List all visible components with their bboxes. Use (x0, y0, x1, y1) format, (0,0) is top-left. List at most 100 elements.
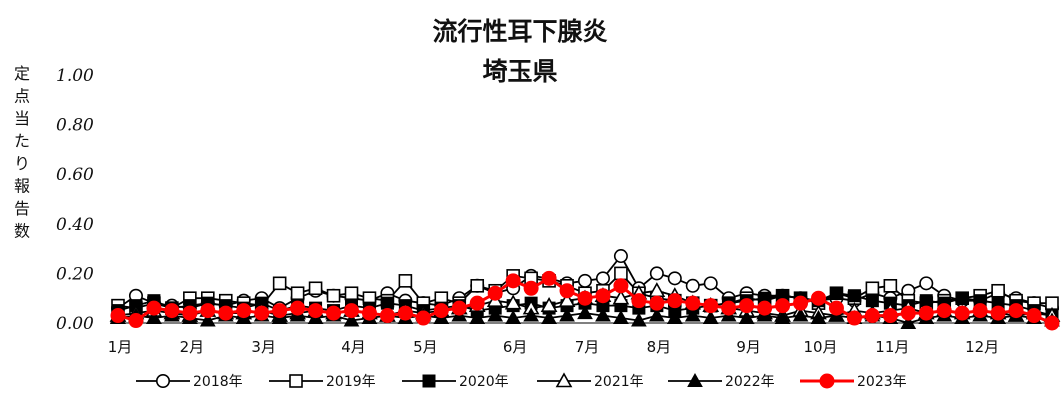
data-point (415, 310, 431, 326)
data-point (559, 283, 575, 299)
data-point (631, 293, 647, 309)
data-point (990, 305, 1006, 321)
data-point (775, 298, 791, 314)
data-point (811, 290, 826, 306)
x-tick-label: 9月 (736, 338, 761, 356)
data-point (290, 286, 305, 301)
data-point (146, 310, 162, 325)
legend-marker (422, 374, 436, 388)
x-tick-label: 2月 (180, 338, 205, 356)
y-axis-label-char: 点 (14, 87, 30, 106)
data-point (487, 307, 504, 322)
data-point (829, 286, 843, 300)
data-point (631, 312, 647, 327)
legend-label: 2023年 (857, 374, 907, 390)
x-tick-label: 7月 (575, 338, 600, 356)
data-point (864, 308, 880, 324)
legend-item: 2018年 (136, 373, 243, 390)
legend-label: 2022年 (725, 374, 775, 390)
data-point (254, 305, 270, 321)
x-tick-label: 6月 (503, 338, 528, 356)
data-point (505, 310, 522, 325)
data-point (919, 276, 934, 291)
y-tick-label: 0.00 (56, 314, 94, 334)
legend-item: 2022年 (668, 372, 775, 390)
chart-subtitle: 埼玉県 (482, 57, 557, 86)
x-tick-label: 4月 (341, 338, 366, 356)
x-axis: 1月 2月 3月 4月 5月 6月 7月 8月 9月 10月 11月 12月 (108, 322, 1056, 356)
data-point (128, 313, 144, 329)
data-point (558, 292, 576, 307)
data-point (523, 307, 539, 322)
legend-item: 2021年 (537, 372, 644, 390)
legend: 2018年 2019年 2020年 2021年 2022年 2023年 (136, 372, 907, 390)
data-point (918, 305, 934, 321)
data-point (828, 300, 844, 316)
data-point (308, 281, 323, 296)
legend-marker (819, 373, 835, 389)
legend-marker (555, 372, 573, 388)
y-tick-label: 0.20 (56, 264, 94, 284)
data-point (308, 303, 324, 319)
data-point (900, 305, 916, 321)
data-point (595, 307, 611, 322)
data-point (523, 280, 539, 296)
data-point (810, 310, 827, 325)
data-point (649, 295, 665, 311)
data-point (541, 310, 557, 325)
data-point (900, 314, 917, 329)
data-point (738, 310, 755, 325)
series-group (109, 249, 1061, 331)
data-point (648, 282, 666, 298)
y-tick-label: 0.80 (56, 116, 94, 136)
y-axis-label-char: た (14, 132, 30, 151)
legend-marker (687, 372, 703, 387)
data-point (361, 305, 377, 321)
data-point (182, 305, 198, 321)
data-point (272, 276, 287, 291)
x-tick-label: 11月 (875, 338, 909, 356)
x-tick-label: 5月 (413, 338, 438, 356)
x-tick-label: 10月 (803, 338, 837, 356)
data-point (991, 283, 1005, 298)
data-point (469, 310, 486, 325)
data-point (667, 293, 683, 309)
x-tick-label: 1月 (108, 338, 133, 356)
y-tick-label: 0.60 (56, 165, 94, 185)
data-point (110, 308, 126, 324)
data-point (433, 303, 449, 319)
legend-label: 2021年 (594, 374, 644, 390)
data-point (236, 303, 252, 319)
x-tick-label: 8月 (647, 338, 672, 356)
data-point (595, 288, 611, 304)
legend-item: 2019年 (269, 374, 376, 390)
data-point (164, 303, 180, 319)
data-point (379, 308, 395, 324)
data-point (577, 273, 592, 288)
data-point (505, 273, 521, 289)
x-tick-label: 12月 (965, 338, 999, 356)
data-point (685, 295, 701, 311)
data-point (666, 310, 683, 325)
y-tick-label: 0.40 (56, 215, 94, 235)
data-point (1008, 303, 1024, 319)
data-point (326, 305, 342, 321)
y-axis-label-char: 定 (14, 64, 30, 83)
data-point (487, 285, 503, 301)
data-point (595, 271, 610, 286)
data-point (199, 312, 216, 327)
data-point (613, 310, 629, 325)
data-point (846, 310, 862, 326)
y-axis-label-char: り (14, 154, 30, 173)
series-5 (110, 305, 1060, 329)
data-point (649, 266, 664, 281)
data-point (739, 298, 755, 314)
legend-label: 2020年 (459, 374, 509, 390)
data-point (684, 307, 701, 322)
data-point (326, 288, 341, 303)
data-point (469, 295, 485, 311)
data-point (398, 274, 413, 288)
data-point (218, 305, 234, 321)
data-point (344, 303, 359, 319)
data-point (721, 300, 737, 316)
